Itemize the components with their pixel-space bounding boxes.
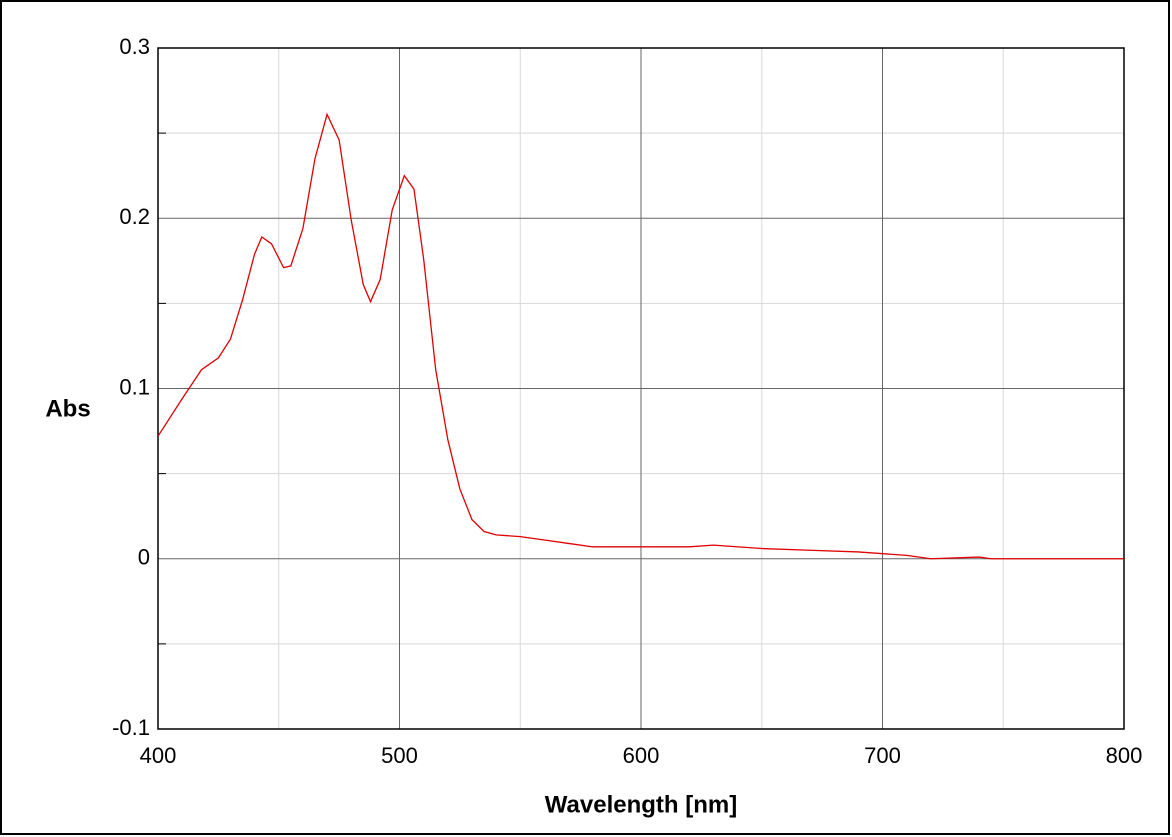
y-tick-label: -0.1 (112, 715, 150, 740)
x-tick-label: 400 (140, 743, 177, 768)
y-tick-label: 0.1 (119, 374, 150, 399)
x-tick-label: 800 (1106, 743, 1143, 768)
y-tick-label: 0.3 (119, 34, 150, 59)
y-tick-label: 0 (138, 545, 150, 570)
x-axis-title: Wavelength [nm] (545, 791, 737, 818)
y-axis-title: Abs (45, 395, 90, 422)
y-tick-label: 0.2 (119, 204, 150, 229)
x-tick-label: 500 (381, 743, 418, 768)
plot-area (157, 47, 1125, 730)
x-tick-label: 600 (623, 743, 660, 768)
x-tick-label: 700 (864, 743, 901, 768)
spectrum-line (157, 112, 1124, 560)
